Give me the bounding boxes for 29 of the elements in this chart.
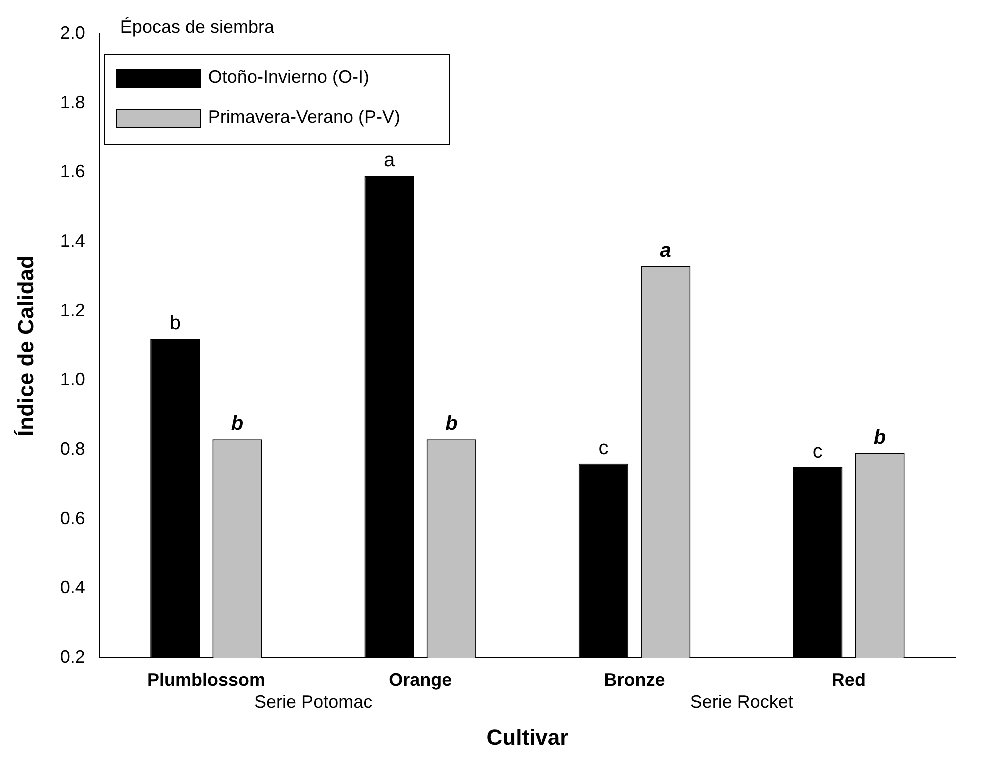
y-tick-label: 1.0 xyxy=(60,370,86,390)
data-label: a xyxy=(384,150,396,172)
legend-title: Épocas de siembra xyxy=(120,16,276,37)
y-tick-label: 1.6 xyxy=(60,162,86,182)
x-tick-label: Orange xyxy=(389,670,452,690)
x-axis-title: Cultivar xyxy=(486,724,570,750)
y-tick-label: 1.4 xyxy=(60,230,86,251)
y-axis-title: Índice de Calidad xyxy=(13,256,38,436)
data-label: b xyxy=(446,413,458,436)
x-tick-label: Plumblossom xyxy=(147,670,266,690)
data-label: b xyxy=(874,426,886,449)
data-label: c xyxy=(598,437,609,460)
text: Serie Rocket xyxy=(690,692,794,712)
data-label: a xyxy=(660,240,672,262)
x-tick-label: Bronze xyxy=(604,670,666,690)
y-tick-label: 1.2 xyxy=(60,300,86,320)
y-tick-label: 0.8 xyxy=(60,438,86,459)
x-tick-label: Red xyxy=(832,670,866,690)
data-label: c xyxy=(812,440,823,463)
y-tick-label: 0.2 xyxy=(60,646,86,667)
y-tick-label: 1.8 xyxy=(60,92,86,112)
y-tick-label: 0.6 xyxy=(60,508,86,528)
legend-label: Otoño-Invierno (O-I) xyxy=(208,66,370,87)
y-tick-label: 0.4 xyxy=(60,578,86,598)
y-tick-label: 2.0 xyxy=(60,22,86,43)
text: Serie Potomac xyxy=(254,692,373,712)
legend-label: Primavera-Verano (P-V) xyxy=(208,106,400,127)
data-label: b xyxy=(231,413,244,436)
data-label: b xyxy=(170,312,182,335)
